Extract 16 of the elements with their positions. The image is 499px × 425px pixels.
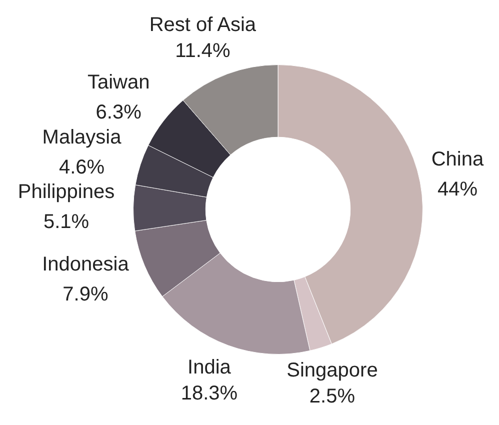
- slice-label: India: [188, 356, 232, 379]
- slice-label: China: [431, 148, 484, 171]
- data-label: 18.3%: [180, 382, 238, 405]
- data-label: 4.6%: [58, 156, 105, 178]
- slice-label: Philippines: [18, 181, 115, 204]
- data-label: 7.9%: [62, 284, 108, 306]
- slice-label: Taiwan: [87, 71, 150, 94]
- data-label: 44%: [437, 178, 478, 201]
- slice-label: Singapore: [286, 360, 378, 382]
- data-label: 6.3%: [96, 101, 142, 124]
- slice-label: Indonesia: [42, 254, 130, 276]
- slice-label: Malaysia: [42, 126, 122, 148]
- slice-label: Rest of Asia: [149, 14, 257, 36]
- data-label: 5.1%: [43, 211, 90, 234]
- data-label: 11.4%: [175, 40, 230, 62]
- data-label: 2.5%: [309, 386, 356, 408]
